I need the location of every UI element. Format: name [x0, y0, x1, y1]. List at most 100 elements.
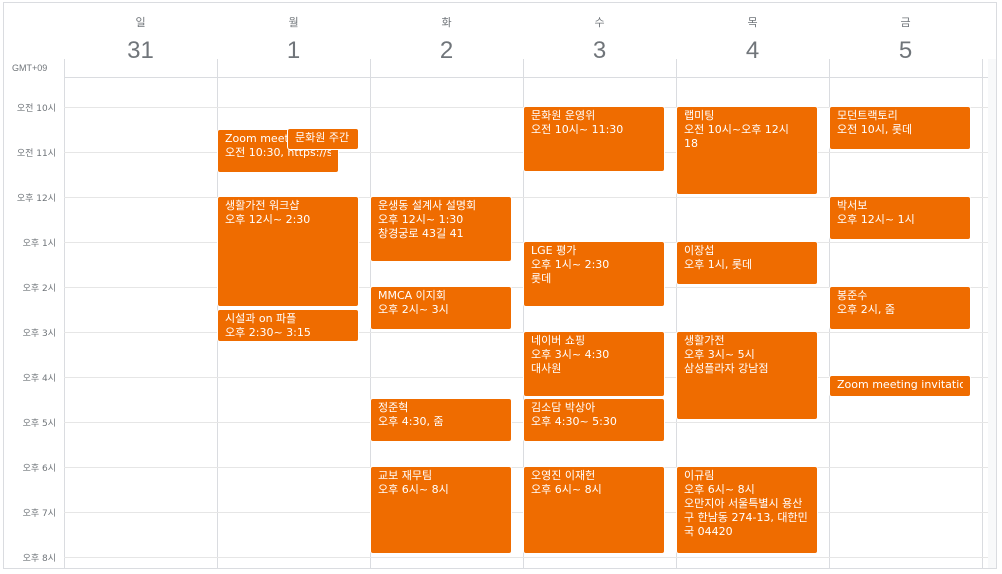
time-label: 오후 7시 [4, 506, 56, 519]
event-time: 오후 3시~ 5시 [684, 348, 810, 362]
day-header-sun[interactable]: 일 31 [64, 3, 217, 69]
event-time: 오후 2:30~ 3:15 [225, 326, 351, 340]
event-igyurim[interactable]: 이규림 오후 6시~ 8시 오만지아 서울특별시 용산구 한남동 274-13,… [676, 466, 818, 554]
event-time: 오전 10시~ 11:30 [531, 123, 657, 137]
time-label: 오후 2시 [4, 281, 56, 294]
event-time: 오후 2시~ 3시 [378, 303, 504, 317]
day-of-week: 금 [829, 14, 982, 30]
time-label: 오후 8시 [4, 551, 56, 564]
event-time: 오후 1시~ 2:30 [531, 258, 657, 272]
event-title: 박서보 [837, 199, 963, 213]
event-kyobo[interactable]: 교보 재무팀 오후 6시~ 8시 [370, 466, 512, 554]
event-siseol[interactable]: 시설과 on 파플 오후 2:30~ 3:15 [217, 309, 359, 342]
event-modern[interactable]: 모던트랙토리 오전 10시, 롯데 [829, 106, 971, 150]
event-location: 창경궁로 43길 41 [378, 227, 504, 241]
hour-line [64, 557, 996, 558]
event-mmca[interactable]: MMCA 이지회 오후 2시~ 3시 [370, 286, 512, 330]
header-divider [64, 77, 996, 78]
day-header-tue[interactable]: 화 2 [370, 3, 523, 69]
event-time: 오후 3시~ 4:30 [531, 348, 657, 362]
event-title: LGE 평가 [531, 244, 657, 258]
event-title: MMCA 이지회 [378, 289, 504, 303]
event-park[interactable]: 박서보 오후 12시~ 1시 [829, 196, 971, 240]
event-time: 오후 4:30, 줌 [378, 415, 504, 429]
event-title: 생활가전 워크샵 [225, 199, 351, 213]
event-location: 롯데 [531, 272, 657, 286]
event-title: 랩미팅 [684, 109, 810, 123]
event-munhwa-committee[interactable]: 문화원 운영위 오전 10시~ 11:30 [523, 106, 665, 172]
event-location: 18 [684, 137, 810, 151]
day-of-week: 월 [217, 14, 370, 30]
day-number[interactable]: 31 [64, 37, 217, 65]
event-time: 오후 12시~ 1:30 [378, 213, 504, 227]
event-time: 오후 4:30~ 5:30 [531, 415, 657, 429]
event-lab-meeting[interactable]: 랩미팅 오전 10시~오후 12시 18 [676, 106, 818, 195]
time-label: 오전 10시 [4, 101, 56, 114]
event-oh[interactable]: 오영진 이재헌 오후 6시~ 8시 [523, 466, 665, 554]
day-number[interactable]: 3 [523, 37, 676, 65]
event-time: 오후 1시, 롯데 [684, 258, 810, 272]
day-of-week: 화 [370, 14, 523, 30]
vertical-scrollbar[interactable] [988, 59, 996, 568]
event-time: 오후 6시~ 8시 [531, 483, 657, 497]
event-zoom-invitation[interactable]: Zoom meeting invitation - 오 [829, 375, 971, 397]
event-bong[interactable]: 봉준수 오후 2시, 줌 [829, 286, 971, 330]
event-unsaengdong[interactable]: 운생동 설계사 설명회 오후 12시~ 1:30 창경궁로 43길 41 [370, 196, 512, 262]
event-title: 네이버 쇼핑 [531, 334, 657, 348]
event-title: 모던트랙토리 [837, 109, 963, 123]
time-label: 오전 11시 [4, 146, 56, 159]
event-time: 오후 2시, 줌 [837, 303, 963, 317]
event-naver[interactable]: 네이버 쇼핑 오후 3시~ 4:30 대사원 [523, 331, 665, 397]
day-of-week: 일 [64, 14, 217, 30]
event-jeong[interactable]: 정준혁 오후 4:30, 줌 [370, 398, 512, 442]
event-lee[interactable]: 이장섭 오후 1시, 롯데 [676, 241, 818, 285]
event-title: 운생동 설계사 설명회 [378, 199, 504, 213]
event-time: 오후 6시~ 8시 [684, 483, 810, 497]
event-title: 이규림 [684, 469, 810, 483]
event-lge[interactable]: LGE 평가 오후 1시~ 2:30 롯데 [523, 241, 665, 307]
event-title: Zoom meeting invitation - 오 [837, 378, 963, 392]
day-header-mon[interactable]: 월 1 [217, 3, 370, 69]
day-header-thu[interactable]: 목 4 [676, 3, 829, 69]
event-time: 오후 12시~ 2:30 [225, 213, 351, 227]
event-title: 문화원 운영위 [531, 109, 657, 123]
event-location: 대사원 [531, 362, 657, 376]
time-label: 오후 5시 [4, 416, 56, 429]
event-title: 문화원 주간 회 [295, 131, 351, 145]
time-label: 오후 6시 [4, 461, 56, 474]
column-divider [64, 59, 65, 568]
event-title: 오영진 이재헌 [531, 469, 657, 483]
day-number[interactable]: 4 [676, 37, 829, 65]
event-title: 시설과 on 파플 [225, 312, 351, 326]
event-title: 정준혁 [378, 401, 504, 415]
event-title: 봉준수 [837, 289, 963, 303]
event-saenghwal-workshop[interactable]: 생활가전 워크샵 오후 12시~ 2:30 [217, 196, 359, 307]
day-of-week: 목 [676, 14, 829, 30]
event-time: 오전 10시~오후 12시 [684, 123, 810, 137]
event-time: 오후 12시~ 1시 [837, 213, 963, 227]
time-label: 오후 3시 [4, 326, 56, 339]
event-time: 오전 10시, 롯데 [837, 123, 963, 137]
day-number[interactable]: 5 [829, 37, 982, 65]
event-title: 교보 재무팀 [378, 469, 504, 483]
time-label: 오후 1시 [4, 236, 56, 249]
day-number[interactable]: 1 [217, 37, 370, 65]
event-location: 오만지아 서울특별시 용산구 한남동 274-13, 대한민국 04420 [684, 497, 810, 539]
event-location: 삼성플라자 강남점 [684, 362, 810, 376]
column-divider [982, 59, 983, 568]
event-saenghwal[interactable]: 생활가전 오후 3시~ 5시 삼성플라자 강남점 [676, 331, 818, 420]
day-header-wed[interactable]: 수 3 [523, 3, 676, 69]
event-title: 이장섭 [684, 244, 810, 258]
event-title: 생활가전 [684, 334, 810, 348]
day-header-fri[interactable]: 금 5 [829, 3, 982, 69]
time-label: 오후 4시 [4, 371, 56, 384]
event-time: 오후 6시~ 8시 [378, 483, 504, 497]
timezone-label: GMT+09 [12, 63, 47, 73]
day-of-week: 수 [523, 14, 676, 30]
time-label: 오후 12시 [4, 191, 56, 204]
event-munhwa-weekly[interactable]: 문화원 주간 회 [287, 128, 359, 150]
calendar-week-view: 일 31 월 1 화 2 수 3 목 4 금 5 GMT+09 오전 10시 오… [3, 2, 997, 569]
event-kim[interactable]: 김소담 박상아 오후 4:30~ 5:30 [523, 398, 665, 442]
day-number[interactable]: 2 [370, 37, 523, 65]
event-title: 김소담 박상아 [531, 401, 657, 415]
